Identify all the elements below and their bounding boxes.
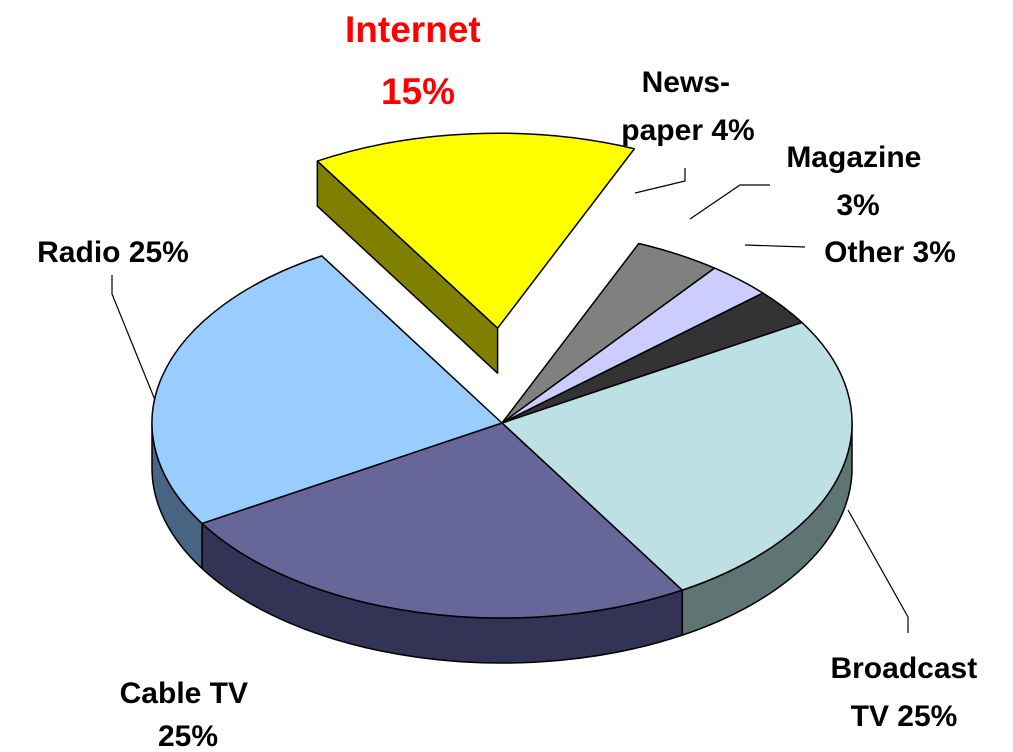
label-other-line1: Other 3% bbox=[824, 236, 956, 269]
label-other: Other 3% bbox=[824, 236, 956, 269]
slice-radio bbox=[151, 255, 503, 525]
label-internet: Internet 15% bbox=[345, 9, 491, 112]
label-magazine: Magazine 3% bbox=[786, 141, 929, 222]
label-magazine-line1: Magazine bbox=[786, 141, 921, 174]
slice-cable-tv bbox=[201, 422, 684, 619]
label-internet-line1: Internet bbox=[345, 9, 481, 50]
label-broadcast-tv-line1: Broadcast bbox=[830, 652, 977, 685]
label-radio: Radio 25% bbox=[37, 236, 189, 269]
pie-faces bbox=[151, 132, 853, 619]
leader-line-radio bbox=[111, 275, 156, 401]
label-broadcast-tv-line2: TV 25% bbox=[851, 700, 958, 733]
slice-internet bbox=[316, 132, 636, 329]
label-radio-line1: Radio 25% bbox=[37, 236, 189, 269]
label-newspaper: News- paper 4% bbox=[621, 66, 754, 147]
label-magazine-line2: 3% bbox=[836, 189, 879, 222]
label-internet-line2: 15% bbox=[381, 71, 455, 112]
slice-broadcast-tv bbox=[501, 321, 853, 591]
label-cable-tv-line2: 25% bbox=[158, 720, 218, 752]
label-cable-tv-line1: Cable TV bbox=[120, 677, 248, 710]
leader-lines bbox=[111, 168, 909, 633]
label-cable-tv: Cable TV 25% bbox=[120, 677, 257, 752]
leader-line-newspaper bbox=[634, 168, 686, 194]
leader-line-other bbox=[744, 244, 806, 248]
leader-line-magazine bbox=[689, 184, 770, 220]
label-newspaper-line1: News- bbox=[642, 66, 730, 99]
label-newspaper-line2: paper 4% bbox=[621, 114, 754, 147]
leader-line-broadcast-tv bbox=[847, 509, 909, 633]
label-broadcast-tv: Broadcast TV 25% bbox=[830, 652, 985, 733]
